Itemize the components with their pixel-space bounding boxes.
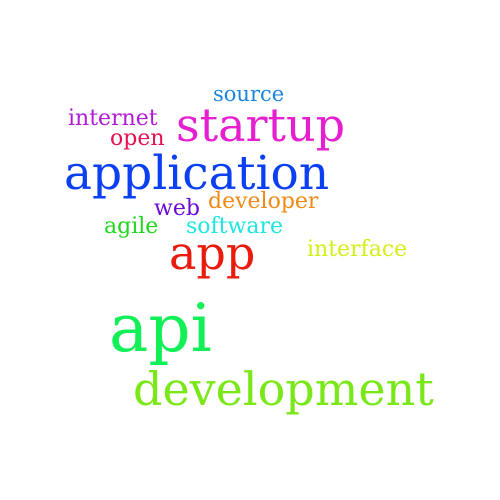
word-app: app xyxy=(169,226,256,280)
word-web: web xyxy=(154,196,200,221)
word-agile: agile xyxy=(104,214,159,239)
word-developer: developer xyxy=(208,189,319,214)
word-interface: interface xyxy=(307,237,408,262)
word-startup: startup xyxy=(176,98,346,152)
word-development: development xyxy=(133,362,434,416)
word-software: software xyxy=(186,214,284,239)
word-internet: internet xyxy=(68,106,158,131)
word-source: source xyxy=(213,82,285,106)
word-open: open xyxy=(110,126,165,151)
word-api: api xyxy=(109,290,212,367)
word-application: application xyxy=(64,146,330,201)
